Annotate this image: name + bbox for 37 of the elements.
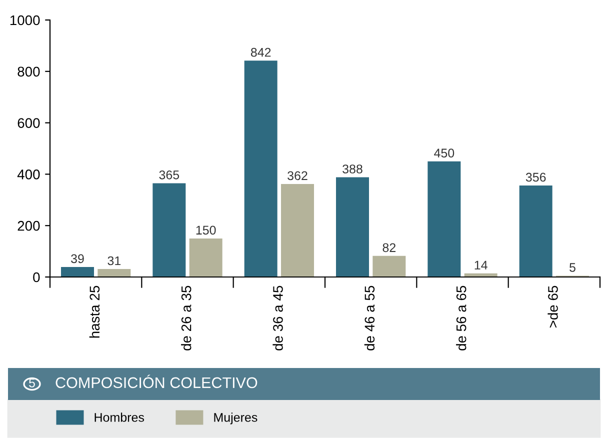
data-label: 82 <box>382 243 396 252</box>
data-label: 450 <box>434 148 454 158</box>
y-tick-label: 1000 <box>10 15 40 26</box>
y-tick-label: 800 <box>18 66 40 77</box>
bar <box>281 184 314 277</box>
bar <box>244 60 278 277</box>
data-label: 356 <box>526 172 546 182</box>
data-label: 362 <box>288 171 308 180</box>
y-tick-label: 200 <box>18 220 40 231</box>
y-tick-label: 400 <box>17 170 40 180</box>
data-label: 365 <box>159 170 180 180</box>
data-label: 842 <box>250 48 271 57</box>
data-label: 14 <box>474 260 488 270</box>
data-label: 39 <box>71 254 84 264</box>
data-label: 150 <box>196 226 216 235</box>
bar <box>152 183 186 277</box>
bar <box>61 266 94 277</box>
bar <box>428 161 461 277</box>
x-tick-label: >de 65 <box>548 286 558 328</box>
x-tick-label: de 46 a 55 <box>364 286 375 350</box>
data-label: 5 <box>570 263 576 272</box>
data-label: 388 <box>342 164 362 174</box>
bar <box>98 269 131 277</box>
text: COMPOSICIÓN COLECTIVO <box>56 374 258 388</box>
x-tick-label: de 26 a 35 <box>181 286 192 350</box>
bar <box>336 177 369 277</box>
x-tick-label: de 56 a 65 <box>456 286 466 350</box>
y-tick-label: 0 <box>33 272 40 282</box>
y-tick-label: 600 <box>18 118 40 128</box>
legend-label: Hombres <box>94 412 144 422</box>
bar <box>189 238 222 277</box>
legend-label: Mujeres <box>214 412 258 424</box>
x-tick-label: hasta 25 <box>89 286 100 338</box>
data-label: 31 <box>108 256 121 266</box>
bar <box>372 256 406 277</box>
bar <box>519 186 552 277</box>
x-tick-label: de 36 a 45 <box>272 286 283 350</box>
